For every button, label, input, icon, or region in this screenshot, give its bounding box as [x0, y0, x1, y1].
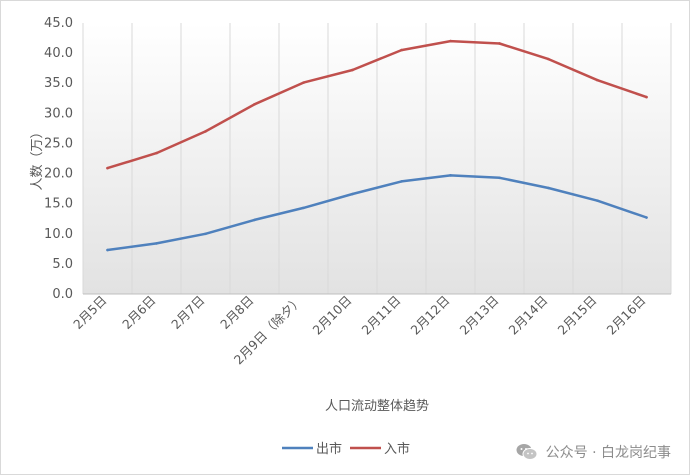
x-tick-label: 2月13日: [456, 293, 501, 338]
data-point: [106, 166, 109, 170]
data-point: [155, 242, 158, 245]
x-tick-label: 2月8日: [217, 293, 257, 333]
y-tick-label: 40.0: [44, 46, 73, 61]
data-point: [204, 232, 207, 236]
y-tick-label: 5.0: [52, 257, 73, 272]
data-point: [400, 180, 403, 183]
data-point: [498, 176, 501, 180]
data-point: [498, 42, 501, 45]
series-line-0: [106, 174, 648, 252]
x-tick-label: 2月12日: [407, 293, 452, 338]
data-point: [302, 81, 305, 84]
wechat-icon: [516, 444, 538, 460]
watermark-text: 公众号 · 白龙岗纪事: [545, 445, 671, 461]
x-axis-title: 人口流动整体趋势: [325, 398, 429, 414]
grid: [82, 23, 672, 294]
y-tick-label: 15.0: [44, 197, 73, 212]
data-point: [302, 206, 305, 210]
y-axis-title: 人数（万）: [30, 125, 45, 190]
x-tick-label: 2月16日: [603, 293, 648, 338]
series: [106, 39, 648, 252]
x-tick-label: 2月15日: [554, 293, 599, 338]
data-point: [645, 216, 648, 219]
x-tick-label: 2月10日: [309, 293, 354, 338]
legend-label-inflow: 入市: [384, 441, 410, 457]
data-point: [596, 199, 599, 202]
y-tick-label: 10.0: [44, 227, 73, 242]
data-point: [547, 57, 550, 61]
watermark: 公众号 · 白龙岗纪事: [516, 442, 671, 462]
data-point: [449, 174, 452, 177]
data-point: [645, 95, 648, 99]
y-tick-label: 35.0: [44, 76, 73, 91]
x-tick-label: 2月5日: [70, 293, 110, 333]
data-point: [449, 39, 452, 43]
legend: 出市 入市: [282, 441, 410, 457]
data-point: [400, 48, 403, 52]
x-tick-label: 2月11日: [358, 293, 403, 338]
data-point: [204, 130, 207, 133]
data-point: [106, 248, 109, 252]
y-tick-label: 20.0: [44, 167, 73, 182]
data-point: [155, 151, 158, 155]
y-tick-label: 0.0: [52, 287, 73, 302]
data-point: [547, 186, 550, 190]
legend-label-outflow: 出市: [316, 441, 342, 457]
x-tick-label: 2月7日: [168, 293, 208, 333]
y-tick-label: 45.0: [44, 16, 73, 31]
x-tick-label: 2月14日: [505, 293, 550, 338]
x-tick-label: 2月6日: [119, 293, 159, 333]
y-tick-label: 25.0: [44, 136, 73, 151]
y-tick-label: 30.0: [44, 106, 73, 121]
series-line-1: [106, 39, 648, 170]
data-point: [351, 68, 354, 72]
data-point: [253, 103, 256, 106]
data-point: [596, 78, 599, 82]
data-point: [351, 192, 354, 196]
data-point: [253, 218, 256, 222]
